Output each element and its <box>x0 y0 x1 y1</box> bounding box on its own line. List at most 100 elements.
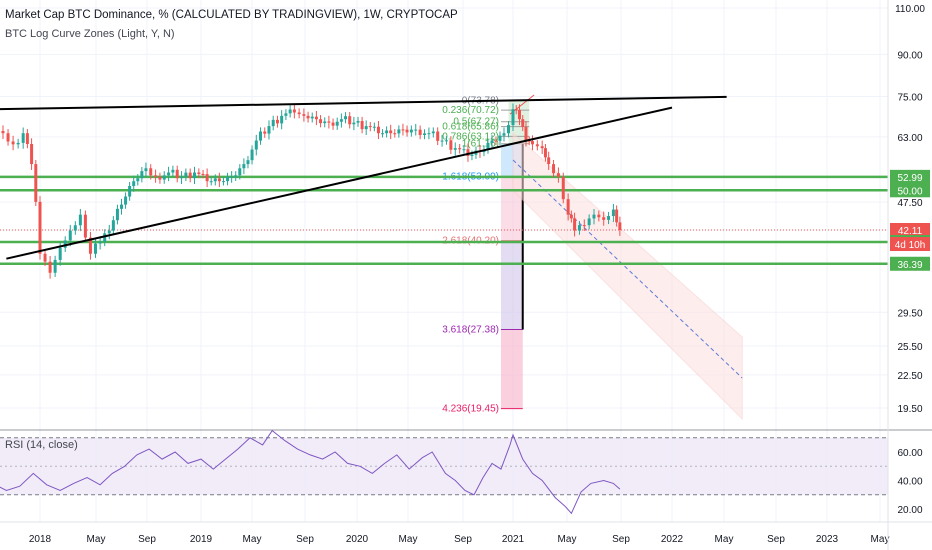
candle-body <box>188 172 192 179</box>
candle-body <box>30 144 34 165</box>
candle-body <box>88 237 92 254</box>
candle-body <box>302 114 306 116</box>
candle-body <box>490 140 494 143</box>
candle-body <box>462 149 466 151</box>
candle-body <box>63 240 67 248</box>
countdown-label: 4d 10h <box>895 240 926 251</box>
fib-zone-purple <box>500 240 523 330</box>
candle-body <box>297 112 301 115</box>
candle-body <box>436 131 440 141</box>
trend-line <box>0 95 727 111</box>
candle-body <box>348 116 352 125</box>
candle-body <box>360 121 364 130</box>
candle-body <box>389 130 393 134</box>
candle-body <box>339 119 343 122</box>
candle-body <box>58 247 62 260</box>
candle-body <box>466 149 470 156</box>
candle-body <box>197 172 201 174</box>
price-axis-label: 63.00 <box>897 133 922 144</box>
candle-body <box>368 126 372 128</box>
candle-body <box>597 214 601 218</box>
price-tag <box>890 183 930 198</box>
descending-channel <box>512 132 743 421</box>
candle-body <box>280 115 284 124</box>
candle-body <box>254 140 258 150</box>
candle-body <box>409 129 413 133</box>
price-axis-label: 22.50 <box>897 371 922 382</box>
candle-body <box>352 122 356 125</box>
indicator-label[interactable]: BTC Log Curve Zones (Light, Y, N) <box>5 28 175 40</box>
chart-title[interactable]: Market Cap BTC Dominance, % (CALCULATED … <box>5 9 458 21</box>
candle-body <box>418 129 422 136</box>
candle-body <box>543 148 547 158</box>
candle-body <box>140 171 144 179</box>
candle-body <box>201 173 205 175</box>
price-axis-label: 29.50 <box>897 308 922 319</box>
candle-body <box>275 119 279 124</box>
candle-body <box>193 172 197 179</box>
candle-body <box>306 115 310 119</box>
fib-level-label: 3.618(27.38) <box>442 325 499 336</box>
candle-body <box>11 141 15 145</box>
trend-line <box>6 106 673 260</box>
candle-body <box>107 230 111 234</box>
candle-body <box>615 209 619 223</box>
candle-body <box>414 129 418 131</box>
price-axis-label: 90.00 <box>897 50 922 61</box>
candle-body <box>103 233 107 242</box>
candle-body <box>427 133 431 135</box>
candle-body <box>284 113 288 116</box>
rsi-pane-label[interactable]: RSI (14, close) <box>5 439 78 451</box>
candle-body <box>527 140 531 142</box>
candle-body <box>385 130 389 134</box>
candle-body <box>423 133 427 136</box>
candle-body <box>323 121 327 124</box>
candle-body <box>470 154 474 156</box>
candle-body <box>16 142 20 145</box>
candle-body <box>292 109 296 113</box>
candle-body <box>602 217 606 220</box>
candle-body <box>618 222 622 231</box>
candle-body <box>327 121 331 123</box>
candle-body <box>124 196 128 205</box>
candle-body <box>393 133 397 135</box>
candle-body <box>226 176 230 182</box>
candle-body <box>506 125 510 134</box>
candle-body <box>566 199 570 215</box>
rsi-axis-label: 20.00 <box>897 505 922 516</box>
time-axis-label: 2020 <box>346 534 369 545</box>
candle-body <box>530 141 534 145</box>
candle-body <box>440 140 444 142</box>
candle-body <box>115 208 119 221</box>
candle-body <box>25 133 29 145</box>
price-axis-label: 110.00 <box>895 4 925 15</box>
candle-body <box>184 172 188 177</box>
candle-body <box>136 178 140 182</box>
candle-body <box>68 230 72 241</box>
candle-body <box>259 131 263 141</box>
fib-level-label: 0.236(70.72) <box>442 105 499 116</box>
candle-body <box>364 126 368 130</box>
candle-body <box>376 126 380 134</box>
candle-body <box>401 129 405 131</box>
candle-body <box>453 148 457 150</box>
price-axis-label: 75.00 <box>897 93 922 104</box>
candle-body <box>335 121 339 126</box>
candle-body <box>556 173 560 177</box>
candle-body <box>611 209 615 217</box>
candle-body <box>511 109 515 126</box>
candle-body <box>449 140 453 150</box>
candle-body <box>552 164 556 174</box>
candle-body <box>494 140 498 142</box>
candle-body <box>93 243 97 254</box>
rsi-axis-label: 60.00 <box>897 448 922 459</box>
candle-body <box>310 116 314 119</box>
candle-body <box>73 225 77 231</box>
price-tag <box>890 223 930 238</box>
candle-body <box>217 178 221 182</box>
candle-body <box>502 133 506 136</box>
time-axis-label: 2023 <box>816 534 839 545</box>
channel-midline <box>512 159 743 379</box>
